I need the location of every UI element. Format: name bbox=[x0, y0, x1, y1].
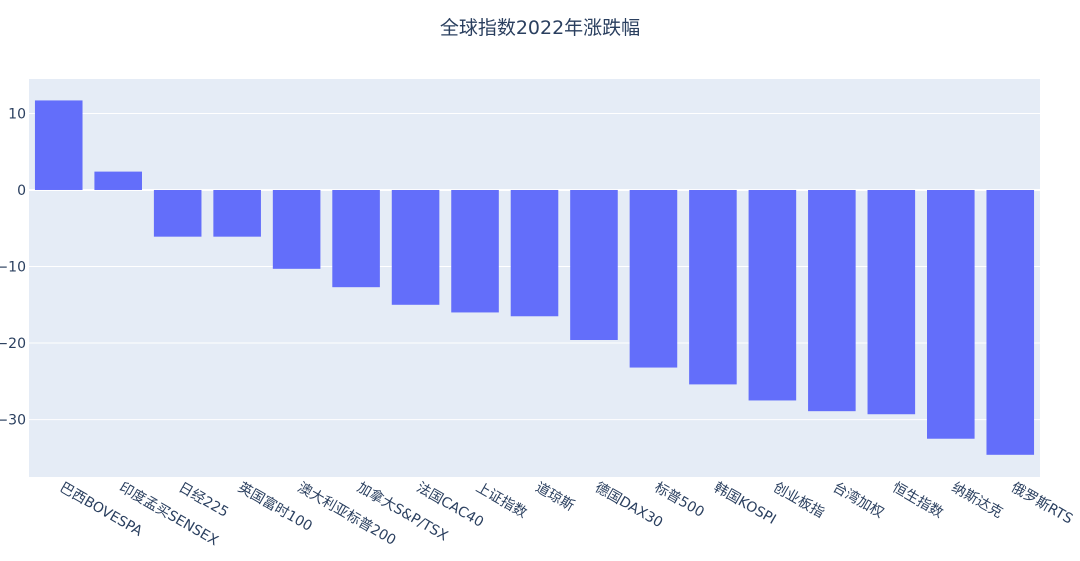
y-tick-label: 0 bbox=[17, 183, 26, 199]
bar[interactable] bbox=[510, 189, 559, 317]
bar[interactable] bbox=[94, 171, 142, 190]
bar[interactable] bbox=[451, 189, 499, 313]
bar[interactable] bbox=[34, 100, 83, 190]
x-tick-label: 台湾加权 bbox=[830, 479, 887, 522]
bar[interactable] bbox=[689, 189, 737, 385]
y-tick-label: 10 bbox=[8, 106, 26, 122]
bar[interactable] bbox=[808, 189, 856, 412]
bar[interactable] bbox=[927, 189, 975, 439]
bar[interactable] bbox=[748, 189, 797, 401]
x-tick-label: 道琼斯 bbox=[533, 480, 577, 515]
bar[interactable] bbox=[629, 189, 678, 368]
bar[interactable] bbox=[332, 189, 380, 288]
bar[interactable] bbox=[867, 189, 916, 415]
y-tick-label: −10 bbox=[0, 260, 26, 276]
chart-title: 全球指数2022年涨跌幅 bbox=[439, 17, 641, 39]
bar[interactable] bbox=[570, 189, 618, 340]
y-tick-label: −30 bbox=[0, 413, 26, 429]
x-tick-label: 恒生指数 bbox=[889, 480, 945, 522]
bar[interactable] bbox=[986, 189, 1035, 455]
bar[interactable] bbox=[391, 189, 440, 305]
x-tick-label: 创业板指 bbox=[770, 480, 826, 522]
x-tick-label: 纳斯达克 bbox=[949, 480, 1005, 522]
x-tick-label: 印度孟买SENSEX bbox=[116, 480, 221, 550]
bar[interactable] bbox=[153, 189, 202, 237]
y-axis-ticks: 10 0 −10 −20 −30 bbox=[0, 106, 26, 428]
bar[interactable] bbox=[272, 189, 321, 269]
bars bbox=[34, 100, 1035, 455]
y-tick-label: −20 bbox=[0, 336, 26, 352]
bar[interactable] bbox=[213, 189, 261, 237]
x-tick-label: 俄罗斯RTS bbox=[1008, 480, 1075, 528]
x-tick-label: 澳大利亚标普200 bbox=[295, 480, 399, 549]
x-tick-label: 韩国KOSPI bbox=[711, 480, 779, 528]
